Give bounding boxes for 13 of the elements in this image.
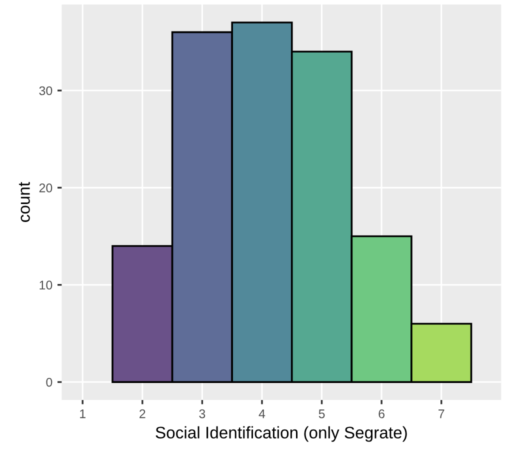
y-tick-label: 20 [39,183,52,192]
y-axis-title: count [18,182,30,222]
x-axis-title: Social Identification (only Segrate) [156,426,407,442]
x-tick-label: 1 [80,410,86,418]
y-tick-label: 10 [40,280,52,290]
x-tick-label: 6 [378,409,384,418]
x-tick-label: 4 [258,410,266,418]
x-tick-label: 5 [318,410,325,418]
y-tick-label: 30 [39,86,52,96]
x-tick-label: 7 [438,410,444,418]
y-tick-label: 0 [46,378,52,387]
x-tick-label: 3 [199,409,206,418]
x-tick-label: 2 [140,409,146,418]
